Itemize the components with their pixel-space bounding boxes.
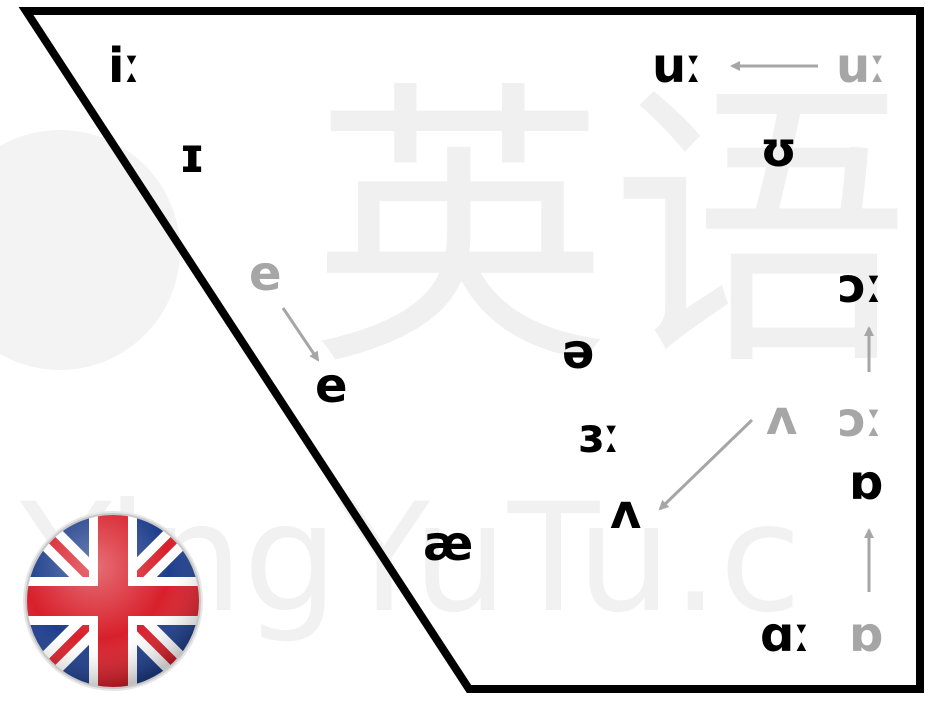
vowel-er-long: ɜː <box>578 408 620 464</box>
vowel-schwa: ə <box>562 324 595 380</box>
vowel-short-i: ɪ <box>179 128 205 184</box>
arrow-wedge-shift <box>658 418 754 511</box>
vowel-wedge-old: ʌ <box>766 390 797 446</box>
shift-arrows <box>281 61 874 592</box>
vowel-e-new: e <box>315 358 348 414</box>
vowel-u-long-old: uː <box>836 38 886 94</box>
vowel-aw-long-old: ɔː <box>838 392 883 448</box>
vowel-ae: æ <box>423 516 473 572</box>
watermark-chinese-text: 英语 <box>310 57 910 406</box>
vowel-aw-long: ɔː <box>838 258 883 314</box>
vowel-short-o-old: ɒ <box>849 607 883 663</box>
vowel-a-long: ɑː <box>760 607 811 663</box>
uk-flag-badge <box>23 511 203 691</box>
vowel-short-u: ʊ <box>760 122 797 178</box>
vowel-symbols: iː ɪ uː uː ʊ e e ə ɜː ʌ ʌ æ ɔː ɔː ɒ ɒ ɑː <box>108 38 886 663</box>
vowel-e-old: e <box>249 246 282 302</box>
watermark-logo-circle <box>0 130 180 370</box>
vowel-wedge: ʌ <box>610 484 641 540</box>
vowel-trapezoid <box>18 7 924 693</box>
arrow-e-shift <box>281 307 320 362</box>
vowel-i-long: iː <box>108 38 141 94</box>
vowel-short-o: ɒ <box>849 455 883 511</box>
vowel-u-long: uː <box>652 38 702 94</box>
